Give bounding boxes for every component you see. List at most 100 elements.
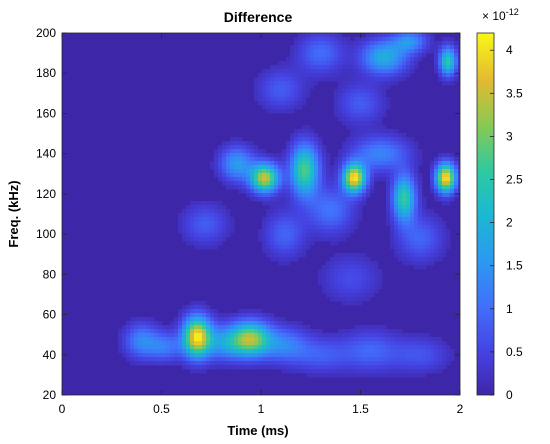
heatmap-cell: [310, 241, 315, 246]
heatmap-cell: [170, 325, 175, 330]
heatmap-cell: [226, 357, 231, 362]
heatmap-cell: [358, 97, 363, 102]
heatmap-cell: [218, 213, 223, 218]
heatmap-cell: [434, 357, 439, 362]
heatmap-cell: [326, 57, 331, 62]
heatmap-cell: [254, 93, 259, 98]
heatmap-cell: [270, 257, 275, 262]
heatmap-cell: [334, 341, 339, 346]
heatmap-cell: [326, 185, 331, 190]
heatmap-cell: [214, 321, 219, 326]
heatmap-cell: [446, 69, 451, 74]
heatmap-cell: [214, 241, 219, 246]
heatmap-cell: [338, 225, 343, 230]
heatmap-cell: [350, 101, 355, 106]
heatmap-cell: [282, 349, 287, 354]
heatmap-cell: [358, 197, 363, 202]
heatmap-cell: [126, 349, 131, 354]
heatmap-cell: [410, 69, 415, 74]
heatmap-cell: [330, 69, 335, 74]
heatmap-cell: [122, 341, 127, 346]
heatmap-cell: [194, 353, 199, 358]
heatmap-cell: [250, 337, 255, 342]
heatmap-cell: [294, 105, 299, 110]
heatmap-cell: [334, 105, 339, 110]
heatmap-cell: [266, 357, 271, 362]
heatmap-cell: [358, 353, 363, 358]
heatmap-cell: [306, 365, 311, 370]
heatmap-cell: [406, 233, 411, 238]
heatmap-cell: [138, 333, 143, 338]
heatmap-cell: [266, 345, 271, 350]
heatmap-cell: [254, 97, 259, 102]
heatmap-cell: [366, 117, 371, 122]
heatmap-cell: [402, 349, 407, 354]
heatmap-cell: [322, 341, 327, 346]
heatmap-cell: [282, 357, 287, 362]
heatmap-cell: [178, 225, 183, 230]
heatmap-cell: [306, 41, 311, 46]
heatmap-cell: [302, 85, 307, 90]
heatmap-cell: [386, 33, 391, 38]
heatmap-cell: [446, 189, 451, 194]
heatmap-cell: [282, 193, 287, 198]
y-tick-label: 20: [43, 388, 57, 402]
heatmap-cell: [366, 169, 371, 174]
heatmap-cell: [310, 145, 315, 150]
heatmap-cell: [162, 353, 167, 358]
heatmap-cell: [198, 245, 203, 250]
heatmap-cell: [206, 305, 211, 310]
heatmap-cell: [202, 313, 207, 318]
heatmap-cell: [398, 257, 403, 262]
heatmap-cell: [302, 153, 307, 158]
heatmap-cell: [174, 333, 179, 338]
heatmap-cell: [402, 193, 407, 198]
heatmap-cell: [318, 73, 323, 78]
heatmap-cell: [226, 177, 231, 182]
heatmap-cell: [422, 237, 427, 242]
heatmap-cell: [238, 153, 243, 158]
heatmap-cell: [202, 357, 207, 362]
heatmap-cell: [302, 233, 307, 238]
heatmap-cell: [242, 145, 247, 150]
heatmap-cell: [310, 189, 315, 194]
heatmap-cell: [210, 313, 215, 318]
heatmap-cell: [186, 349, 191, 354]
heatmap-cell: [302, 253, 307, 258]
heatmap-cell: [150, 317, 155, 322]
heatmap-cell: [446, 81, 451, 86]
heatmap-cell: [258, 341, 263, 346]
heatmap-cell: [334, 273, 339, 278]
heatmap-cell: [214, 209, 219, 214]
heatmap-cell: [250, 321, 255, 326]
heatmap-cell: [282, 157, 287, 162]
heatmap-cell: [146, 333, 151, 338]
heatmap-cell: [438, 189, 443, 194]
colorbar-tick-label: 3.5: [506, 86, 523, 100]
heatmap-cell: [286, 209, 291, 214]
heatmap-cell: [230, 325, 235, 330]
heatmap-cell: [206, 229, 211, 234]
heatmap-cell: [318, 197, 323, 202]
heatmap-cell: [378, 141, 383, 146]
heatmap-cell: [294, 53, 299, 58]
heatmap-cell: [358, 145, 363, 150]
heatmap-cell: [438, 165, 443, 170]
heatmap-cell: [370, 281, 375, 286]
heatmap-cell: [414, 229, 419, 234]
heatmap-cell: [230, 337, 235, 342]
heatmap-cell: [418, 41, 423, 46]
heatmap-cell: [238, 341, 243, 346]
heatmap-cell: [290, 101, 295, 106]
heatmap-cell: [342, 65, 347, 70]
heatmap-cell: [330, 241, 335, 246]
heatmap-cell: [338, 265, 343, 270]
heatmap-cell: [178, 313, 183, 318]
heatmap-cell: [450, 77, 455, 82]
heatmap-cell: [282, 245, 287, 250]
heatmap-cell: [262, 169, 267, 174]
heatmap-cell: [190, 205, 195, 210]
heatmap-cell: [322, 237, 327, 242]
heatmap-cell: [238, 309, 243, 314]
heatmap-cell: [442, 65, 447, 70]
